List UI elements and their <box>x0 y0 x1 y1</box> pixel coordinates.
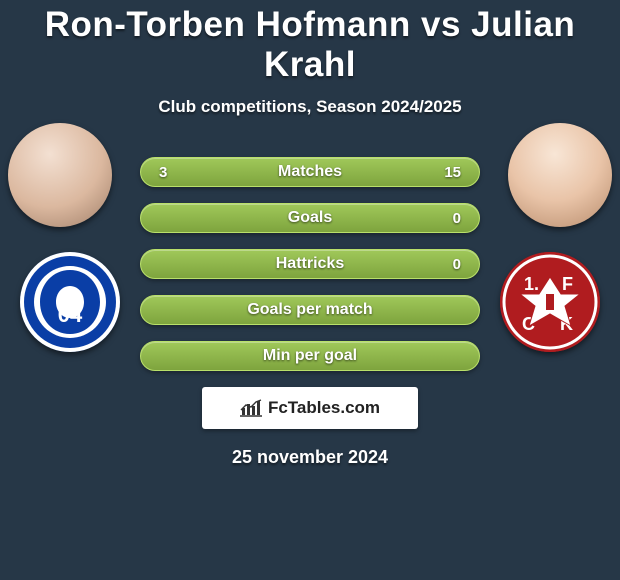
svg-text:04: 04 <box>58 302 83 327</box>
stats-list: 3 Matches 15 Goals 0 Hattricks 0 Goals p… <box>140 157 480 371</box>
comparison-card: Ron-Torben Hofmann vs Julian Krahl Club … <box>0 0 620 580</box>
stat-label: Min per goal <box>141 347 479 365</box>
svg-text:F: F <box>562 274 573 294</box>
subtitle: Club competitions, Season 2024/2025 <box>0 97 620 117</box>
club-crest-right: 1. F C K <box>500 252 600 352</box>
stat-row-hattricks: Hattricks 0 <box>140 249 480 279</box>
date-text: 25 november 2024 <box>0 447 620 468</box>
stat-right-value: 0 <box>433 256 461 273</box>
stat-row-min-per-goal: Min per goal <box>140 341 480 371</box>
bar-chart-icon <box>240 399 262 417</box>
stat-left-value: 3 <box>159 164 187 181</box>
stat-row-goals-per-match: Goals per match <box>140 295 480 325</box>
stat-label: Matches <box>141 163 479 181</box>
kaiserslautern-crest-icon: 1. F C K <box>500 252 600 352</box>
stat-label: Goals per match <box>141 301 479 319</box>
stat-label: Goals <box>141 209 479 227</box>
page-title: Ron-Torben Hofmann vs Julian Krahl <box>0 5 620 85</box>
watermark-text: FcTables.com <box>268 398 380 418</box>
player-avatar-left <box>8 123 112 227</box>
stat-row-matches: 3 Matches 15 <box>140 157 480 187</box>
watermark: FcTables.com <box>202 387 418 429</box>
player-avatar-right <box>508 123 612 227</box>
club-crest-left: 04 <box>20 252 120 352</box>
stat-row-goals: Goals 0 <box>140 203 480 233</box>
stat-right-value: 0 <box>433 210 461 227</box>
stat-right-value: 15 <box>433 164 461 181</box>
schalke-crest-icon: 04 <box>20 252 120 352</box>
svg-text:1.: 1. <box>524 274 539 294</box>
stat-label: Hattricks <box>141 255 479 273</box>
